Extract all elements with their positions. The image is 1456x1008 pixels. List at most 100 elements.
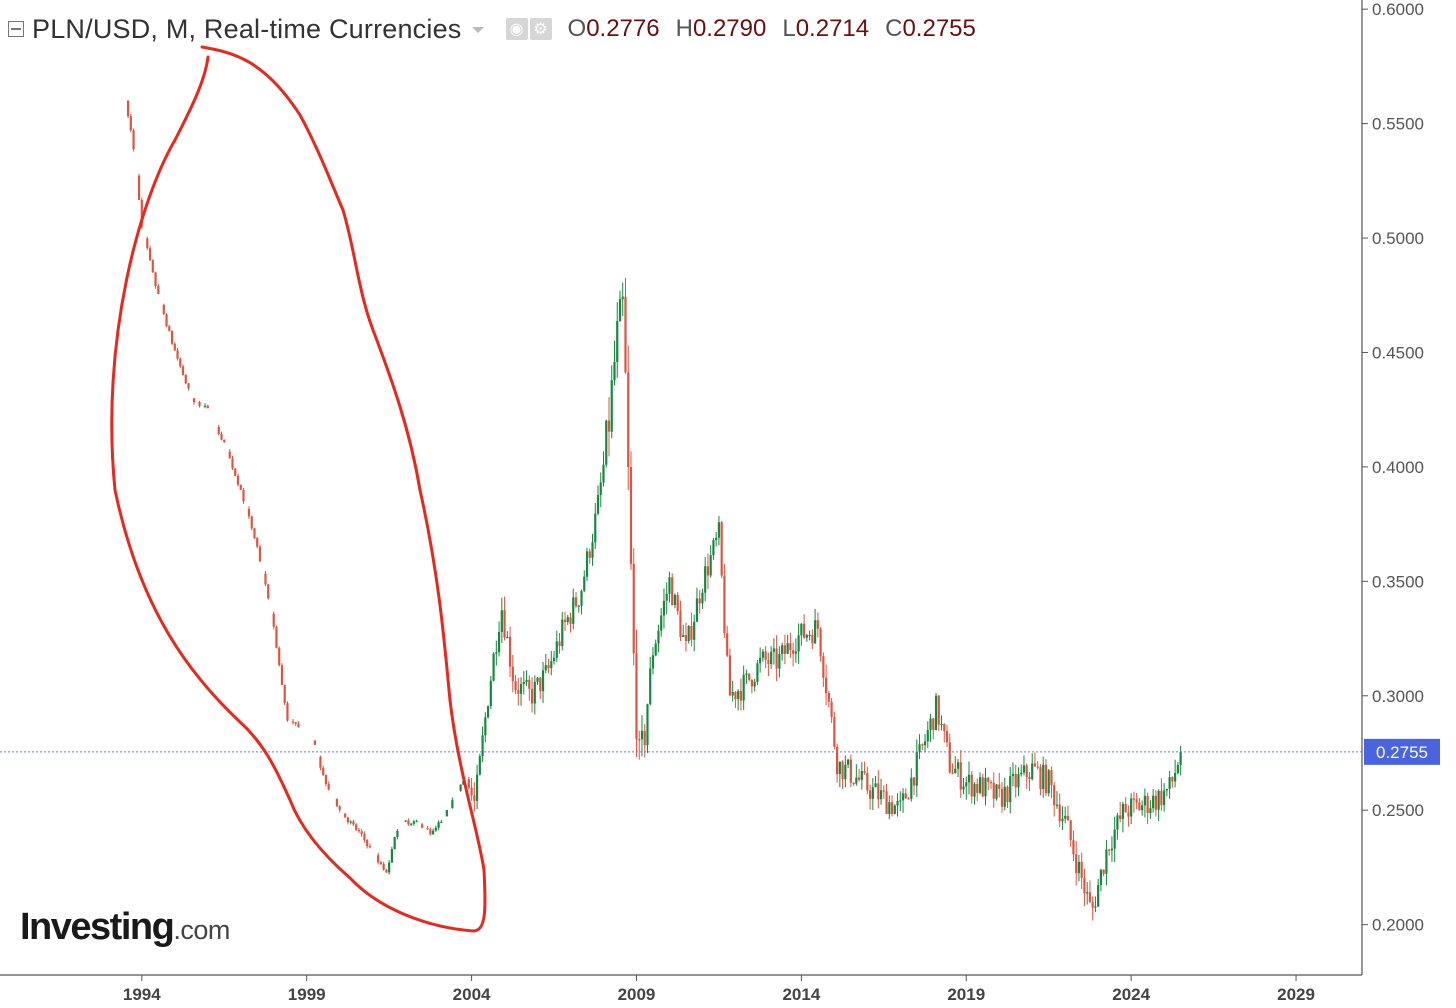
candle-body — [1086, 892, 1089, 894]
candle-body — [1072, 840, 1075, 855]
candle-body — [918, 744, 921, 752]
candle-body — [379, 862, 382, 864]
candle-body — [945, 731, 949, 743]
candle-body — [1025, 765, 1028, 778]
dropdown-caret-icon[interactable] — [471, 27, 484, 33]
candle-body — [863, 771, 866, 773]
candle-body — [404, 820, 407, 822]
candle-body — [984, 777, 987, 797]
candle-body — [1058, 804, 1061, 822]
candle-body — [596, 494, 600, 514]
candle-body — [943, 723, 946, 732]
chart-title: PLN/USD, M, Real-time Currencies — [32, 13, 462, 44]
candle-body — [737, 691, 740, 700]
candle-body — [1168, 777, 1171, 789]
candle-body — [1171, 777, 1174, 782]
candle-body — [712, 540, 715, 556]
candle-body — [830, 701, 833, 717]
y-tick-label: 0.5500 — [1372, 115, 1424, 134]
candle-body — [767, 660, 770, 665]
candle-body — [231, 458, 234, 469]
candle-body — [577, 605, 580, 607]
candle-body — [1036, 766, 1039, 768]
candle-body — [319, 756, 322, 768]
candle-body — [278, 647, 281, 666]
candle-body — [701, 592, 704, 604]
candle-body — [544, 665, 547, 671]
candle-body — [313, 740, 317, 745]
candle-body — [1020, 772, 1023, 775]
candle-body — [256, 538, 259, 547]
y-tick-label: 0.6000 — [1372, 0, 1424, 19]
candle-body — [258, 546, 262, 562]
candle-body — [410, 823, 413, 825]
x-tick-label: 2004 — [453, 985, 491, 1004]
candle-body — [366, 840, 369, 847]
investing-logo[interactable]: Investing .com — [20, 906, 230, 949]
candle-body — [583, 576, 586, 591]
candle-body — [1011, 774, 1015, 777]
candle-body — [1091, 901, 1094, 908]
candle-body — [1028, 777, 1031, 780]
y-tick-label: 0.2000 — [1372, 916, 1424, 935]
y-tick-label: 0.5000 — [1372, 229, 1424, 248]
candle-body — [682, 635, 685, 637]
candle-body — [844, 764, 847, 780]
candle-body — [1165, 788, 1168, 791]
price-tag — [1364, 738, 1440, 765]
candle-body — [783, 645, 786, 654]
candle-body — [508, 637, 512, 667]
x-tick-label: 2009 — [618, 985, 656, 1004]
candle-body — [904, 793, 907, 799]
candle-body — [896, 800, 899, 806]
low-label: L — [782, 15, 796, 42]
candle-body — [165, 314, 168, 327]
candle-body — [489, 680, 492, 707]
candle-body — [671, 577, 674, 606]
candle-body — [761, 651, 764, 658]
candle-body — [459, 784, 462, 791]
candle-body — [910, 777, 913, 799]
collapse-icon[interactable] — [8, 21, 24, 37]
candle-body — [649, 668, 652, 705]
candle-body — [618, 299, 622, 322]
candle-body — [1022, 765, 1026, 773]
candle-body — [1044, 764, 1048, 794]
candle-body — [470, 787, 473, 796]
candle-body — [541, 670, 545, 692]
candle-body — [871, 787, 874, 799]
candle-body — [322, 767, 325, 775]
candle-body — [242, 489, 245, 502]
candle-body — [421, 824, 424, 828]
candle-body — [808, 634, 811, 636]
candle-body — [662, 600, 666, 616]
candle-body — [706, 566, 710, 576]
candle-body — [1160, 790, 1163, 806]
candle-body — [234, 468, 237, 476]
candle-body — [184, 374, 187, 384]
candle-body — [355, 824, 358, 830]
candle-body — [286, 703, 289, 721]
candle-body — [715, 537, 718, 541]
candle-body — [822, 656, 825, 678]
candlestick-series — [126, 100, 1182, 921]
gear-icon[interactable]: ⚙ — [529, 18, 552, 40]
candle-body — [440, 821, 443, 824]
candle-body — [511, 666, 514, 682]
candle-body — [481, 735, 484, 757]
candle-body — [140, 200, 143, 227]
candle-body — [814, 620, 817, 644]
candle-body — [1174, 773, 1177, 782]
candle-body — [1102, 869, 1105, 874]
eye-icon[interactable]: ◉ — [505, 18, 528, 40]
candle-body — [868, 790, 872, 799]
candle-body — [412, 821, 415, 824]
candle-body — [632, 563, 635, 654]
candle-body — [426, 828, 429, 830]
candle-body — [899, 800, 902, 802]
candle-body — [739, 691, 743, 701]
candle-body — [176, 350, 179, 359]
